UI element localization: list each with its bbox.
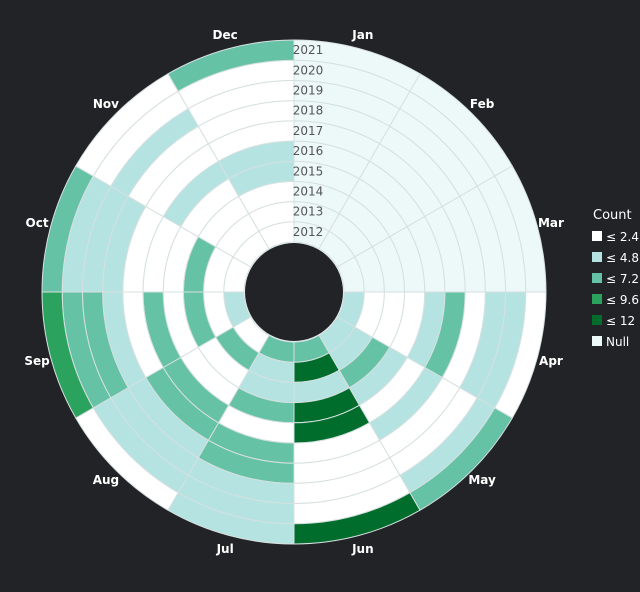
sector-group	[41, 39, 547, 545]
year-label-2020: 2020	[293, 63, 324, 77]
legend-swatch-le-7-2	[592, 273, 602, 283]
month-label-dec: Dec	[213, 28, 238, 42]
month-label-feb: Feb	[470, 97, 495, 111]
year-label-2012: 2012	[293, 225, 324, 239]
year-label-2019: 2019	[293, 84, 324, 98]
legend-swatch-null	[592, 336, 602, 346]
sector-2021-dec	[167, 39, 295, 92]
legend-swatch-le-2-4	[592, 231, 602, 241]
month-label-jul: Jul	[216, 542, 234, 556]
legend-label-le-4-8: ≤ 4.8	[606, 251, 639, 265]
month-label-jun: Jun	[351, 542, 374, 556]
year-label-2014: 2014	[293, 185, 324, 199]
year-label-2013: 2013	[293, 205, 324, 219]
year-label-2021: 2021	[293, 43, 324, 57]
month-label-mar: Mar	[538, 216, 564, 230]
legend-label-le-7-2: ≤ 7.2	[606, 272, 639, 286]
year-label-2017: 2017	[293, 124, 324, 138]
legend-swatch-le-4-8	[592, 252, 602, 262]
year-label-2016: 2016	[293, 144, 324, 158]
month-label-apr: Apr	[539, 354, 563, 368]
year-label-2018: 2018	[293, 104, 324, 118]
month-label-jan: Jan	[351, 28, 373, 42]
month-label-sep: Sep	[24, 354, 50, 368]
month-label-oct: Oct	[26, 216, 49, 230]
legend-label-le-12: ≤ 12	[606, 314, 635, 328]
legend-swatch-le-12	[592, 315, 602, 325]
year-label-2015: 2015	[293, 164, 324, 178]
legend-title: Count	[593, 208, 632, 223]
legend-label-null: Null	[606, 335, 629, 349]
legend-label-le-2-4: ≤ 2.4	[606, 230, 639, 244]
month-label-nov: Nov	[93, 97, 119, 111]
center-hole	[245, 243, 343, 341]
month-label-may: May	[468, 473, 496, 487]
legend-swatch-le-9-6	[592, 294, 602, 304]
legend-label-le-9-6: ≤ 9.6	[606, 293, 639, 307]
month-label-aug: Aug	[93, 473, 119, 487]
